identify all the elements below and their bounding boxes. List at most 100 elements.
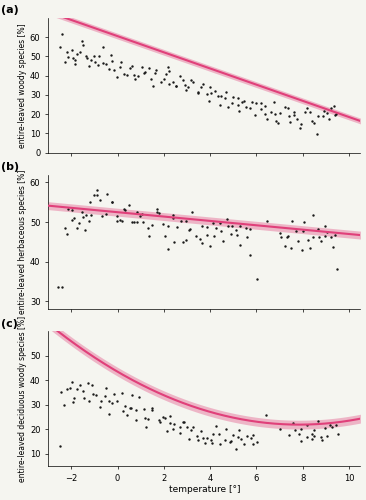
Point (77, 48, 83, 56)
Point (271, 98, 277, 106)
Point (293, 227, 299, 235)
Y-axis label: entire-leaved deciduous woody species [%]: entire-leaved deciduous woody species [%… (18, 316, 27, 482)
Point (122, 206, 127, 214)
Point (67, 384, 73, 392)
Point (307, 108, 313, 116)
Point (90, 390, 96, 398)
Point (64, 48, 70, 56)
Point (216, 430, 221, 438)
Point (66, 53, 71, 61)
Point (76, 218, 82, 226)
Point (190, 78, 195, 86)
Point (118, 58, 124, 66)
Point (304, 420, 310, 428)
Point (253, 99, 258, 107)
Point (178, 72, 183, 80)
Point (70, 54, 76, 62)
Point (213, 224, 219, 232)
Point (310, 212, 316, 220)
Point (161, 76, 167, 84)
Point (81, 394, 87, 402)
Point (94, 186, 100, 194)
Point (298, 437, 303, 445)
Point (320, 436, 325, 444)
Point (304, 104, 310, 112)
Point (210, 218, 216, 226)
Point (80, 41, 86, 49)
Point (165, 222, 171, 230)
Point (74, 50, 80, 58)
Point (223, 88, 229, 96)
Point (250, 440, 256, 448)
Point (154, 208, 160, 216)
Point (167, 412, 173, 420)
Point (262, 102, 268, 110)
Point (333, 422, 339, 430)
Point (89, 380, 95, 388)
Point (315, 417, 321, 425)
Point (88, 211, 94, 219)
Point (86, 218, 92, 226)
Point (285, 104, 291, 112)
Point (186, 84, 191, 92)
Point (193, 232, 199, 240)
Point (277, 109, 283, 117)
Point (171, 238, 177, 246)
Point (131, 218, 137, 226)
Point (183, 81, 188, 89)
Point (136, 393, 142, 401)
Point (98, 398, 104, 406)
Point (74, 224, 80, 232)
Text: (c): (c) (1, 318, 18, 328)
Point (254, 438, 259, 446)
Point (258, 106, 264, 114)
Point (173, 82, 179, 90)
Point (188, 426, 194, 434)
Point (243, 103, 249, 111)
Point (335, 430, 341, 438)
Point (229, 100, 235, 108)
Y-axis label: entire-leaved woody species [%]: entire-leaved woody species [%] (18, 23, 27, 148)
Point (321, 107, 327, 115)
Point (181, 418, 187, 426)
Point (195, 88, 201, 96)
Point (322, 222, 328, 230)
Point (141, 69, 147, 77)
Point (316, 234, 322, 241)
Point (247, 104, 253, 112)
Point (127, 64, 132, 72)
Point (64, 385, 70, 393)
Point (129, 62, 135, 70)
Point (91, 52, 97, 60)
Point (178, 217, 184, 225)
Point (57, 442, 63, 450)
Point (180, 238, 186, 246)
Point (235, 94, 241, 102)
Point (134, 208, 140, 216)
Point (85, 379, 91, 387)
Point (220, 237, 226, 245)
Point (107, 65, 112, 73)
Point (310, 233, 316, 241)
Point (291, 111, 297, 119)
Point (292, 426, 298, 434)
Point (119, 389, 125, 397)
Point (217, 219, 223, 227)
Point (173, 82, 179, 90)
Point (167, 80, 172, 88)
Point (244, 432, 250, 440)
Point (94, 191, 100, 199)
Point (166, 67, 172, 75)
Point (160, 413, 166, 421)
Point (273, 117, 279, 125)
Point (272, 110, 278, 118)
Point (109, 198, 115, 206)
Point (311, 432, 317, 440)
Point (74, 384, 80, 392)
Point (277, 229, 283, 237)
Point (129, 218, 135, 226)
Point (122, 402, 128, 409)
Point (204, 224, 210, 232)
Point (65, 206, 71, 214)
Point (83, 52, 89, 60)
